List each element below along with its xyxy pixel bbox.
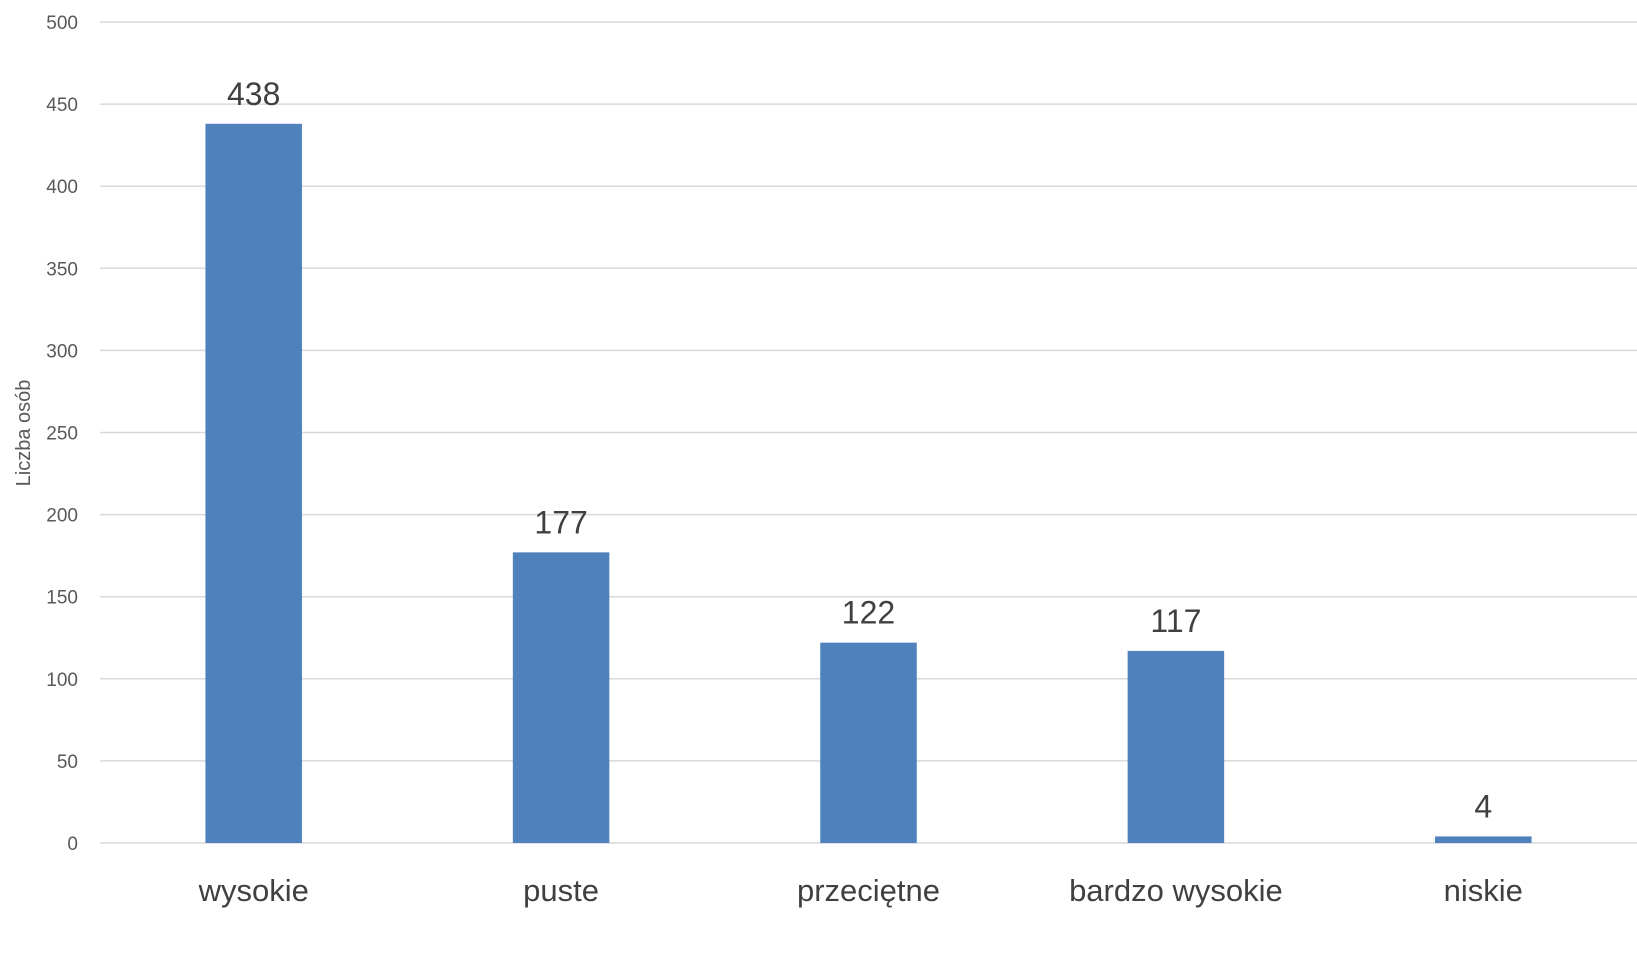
y-axis-title: Liczba osób [13,380,35,487]
y-tick-label: 50 [57,752,78,773]
category-label-0: wysokie [198,873,309,908]
y-tick-label: 150 [46,588,78,609]
data-label-4: 4 [1474,788,1492,824]
y-axis-ticks: 0 50 100 150 200 250 300 350 400 450 500 [46,13,78,855]
bar-3 [1127,650,1225,843]
y-tick-label: 450 [46,95,78,116]
bar-1 [512,552,610,843]
category-label-3: bardzo wysokie [1069,873,1283,908]
bar-2 [820,642,917,843]
data-label-1: 177 [534,504,587,540]
data-label-3: 117 [1150,603,1201,639]
bars [205,123,1532,843]
gridlines [100,21,1637,844]
y-tick-label: 400 [46,177,78,198]
category-label-2: przeciętne [797,873,940,908]
y-tick-label: 200 [46,506,78,527]
y-tick-label: 350 [46,259,78,280]
category-label-1: puste [523,873,599,908]
bar-4 [1435,836,1532,843]
y-tick-label: 300 [46,341,78,362]
data-label-2: 122 [842,595,895,631]
y-tick-label: 0 [67,834,78,855]
data-labels: 438 177 122 117 4 [227,76,1492,825]
data-label-0: 438 [227,76,280,112]
x-axis-categories: wysokie puste przeciętne bardzo wysokie nisk… [198,873,1523,908]
bar-0 [205,123,302,843]
y-tick-label: 250 [46,424,78,445]
y-tick-label: 100 [46,670,78,691]
category-label-4: niskie [1444,873,1523,908]
y-tick-label: 500 [46,13,78,34]
